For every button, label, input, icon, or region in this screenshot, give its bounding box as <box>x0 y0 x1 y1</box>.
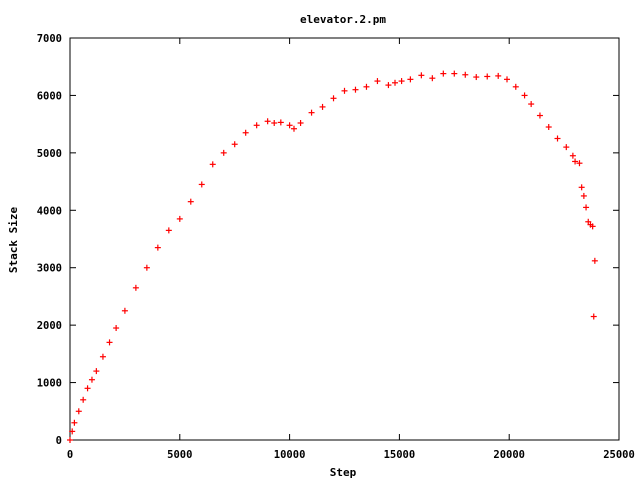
data-point <box>242 129 249 136</box>
data-point <box>563 144 570 151</box>
data-point <box>385 82 392 89</box>
data-point <box>363 83 370 90</box>
data-point <box>504 76 511 83</box>
data-point <box>187 198 194 205</box>
data-point <box>264 118 271 125</box>
data-point <box>578 184 585 191</box>
data-point <box>341 87 348 94</box>
data-point <box>165 227 172 234</box>
data-point <box>473 74 480 81</box>
data-point <box>198 181 205 188</box>
data-point <box>589 223 596 230</box>
data-points <box>67 70 598 443</box>
data-point <box>84 385 91 392</box>
data-point <box>308 109 315 116</box>
data-point <box>330 95 337 102</box>
data-point <box>572 158 579 165</box>
data-point <box>576 160 583 167</box>
data-point <box>484 73 491 80</box>
data-point <box>418 72 425 79</box>
data-point <box>590 313 597 320</box>
data-point <box>297 119 304 126</box>
data-point <box>88 376 95 383</box>
data-point <box>231 141 238 148</box>
data-point <box>75 408 82 415</box>
data-point <box>253 122 260 129</box>
data-point <box>106 339 113 346</box>
data-point <box>132 284 139 291</box>
data-point <box>277 119 284 126</box>
data-point <box>374 78 381 85</box>
x-tick-label: 5000 <box>167 449 192 461</box>
data-point <box>398 78 405 85</box>
data-point <box>113 325 120 332</box>
data-point <box>536 112 543 119</box>
y-axis-ticks <box>70 37 619 441</box>
data-point <box>352 86 359 93</box>
data-point <box>528 101 535 108</box>
data-point <box>440 70 447 77</box>
data-point <box>583 204 590 211</box>
plot-area-frame <box>69 37 620 441</box>
data-point <box>407 76 414 83</box>
y-tick-label: 4000 <box>37 205 62 217</box>
y-tick-label: 1000 <box>37 378 62 390</box>
y-tick-label: 2000 <box>37 320 62 332</box>
x-tick-label: 20000 <box>493 449 525 461</box>
chart-title: elevator.2.pm <box>300 13 386 26</box>
data-point <box>286 122 293 129</box>
data-point <box>121 307 128 314</box>
data-point <box>462 71 469 78</box>
y-tick-label: 0 <box>56 435 62 447</box>
data-point <box>451 70 458 77</box>
data-point <box>392 79 399 86</box>
data-point <box>495 72 502 79</box>
data-point <box>512 83 519 90</box>
data-point <box>569 152 576 159</box>
data-point <box>93 368 100 375</box>
data-point <box>271 119 278 126</box>
y-axis-title: Stack Size <box>7 207 20 274</box>
y-tick-label: 3000 <box>37 263 62 275</box>
data-point <box>80 396 87 403</box>
data-point <box>67 437 73 443</box>
data-point <box>69 428 76 435</box>
data-point <box>99 353 106 360</box>
data-point <box>554 135 561 142</box>
y-tick-label: 7000 <box>37 33 62 45</box>
y-tick-label: 6000 <box>37 90 62 102</box>
x-axis-title: Step <box>330 466 357 479</box>
data-point <box>71 419 78 426</box>
x-tick-label: 15000 <box>384 449 416 461</box>
x-tick-label: 0 <box>67 449 73 461</box>
data-point <box>154 244 161 251</box>
y-axis-tick-labels: 0 1000 2000 3000 4000 5000 6000 7000 <box>37 33 62 447</box>
y-tick-label: 5000 <box>37 148 62 160</box>
data-point <box>429 75 436 82</box>
data-point <box>209 161 216 168</box>
x-axis-ticks <box>69 38 620 440</box>
data-point <box>580 192 587 199</box>
x-tick-label: 25000 <box>603 449 635 461</box>
data-point <box>176 215 183 222</box>
data-point <box>521 92 528 99</box>
data-point <box>143 264 150 271</box>
data-point <box>591 257 598 264</box>
data-point <box>220 149 227 156</box>
data-point <box>319 103 326 110</box>
data-point <box>545 124 552 131</box>
x-axis-tick-labels: 0 5000 10000 15000 20000 25000 <box>67 449 635 461</box>
x-tick-label: 10000 <box>274 449 306 461</box>
data-point <box>290 125 297 132</box>
